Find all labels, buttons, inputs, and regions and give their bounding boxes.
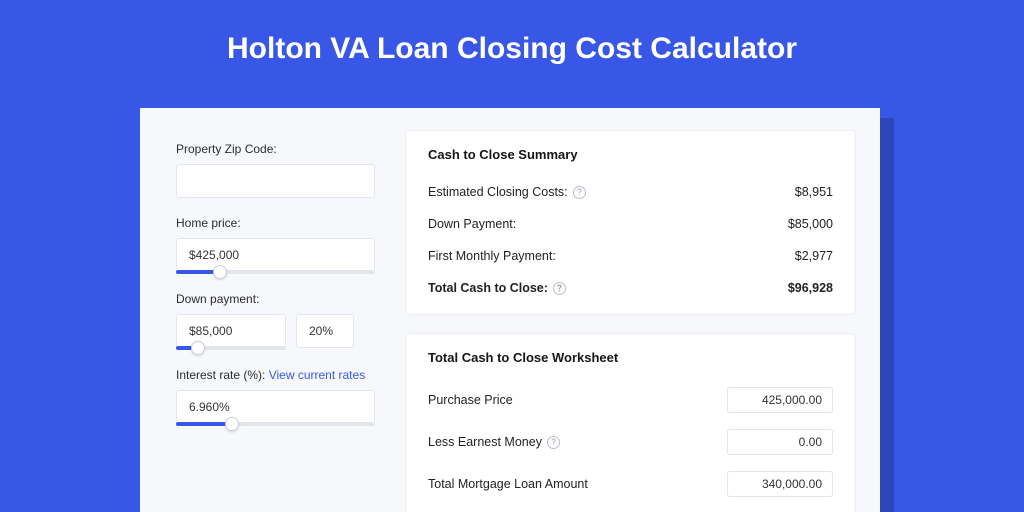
home-price-field: Home price: $425,000 <box>176 216 375 274</box>
summary-row-value: $8,951 <box>795 185 833 199</box>
interest-rate-label-text: Interest rate (%): <box>176 368 269 382</box>
view-rates-link[interactable]: View current rates <box>269 368 366 382</box>
home-price-slider[interactable] <box>176 270 375 274</box>
zip-field: Property Zip Code: <box>176 142 375 198</box>
summary-row-label: Down Payment: <box>428 217 516 231</box>
down-payment-slider-thumb[interactable] <box>191 341 205 355</box>
worksheet-row-label: Less Earnest Money <box>428 435 542 449</box>
summary-row-value: $85,000 <box>788 217 833 231</box>
worksheet-row-mortgage-amount: Total Mortgage Loan Amount 340,000.00 <box>428 463 833 505</box>
down-payment-slider[interactable] <box>176 346 286 350</box>
interest-rate-slider[interactable] <box>176 422 375 426</box>
summary-row-label: First Monthly Payment: <box>428 249 556 263</box>
worksheet-row-purchase-price: Purchase Price 425,000.00 <box>428 379 833 421</box>
home-price-input[interactable]: $425,000 <box>176 238 375 272</box>
summary-row-value: $96,928 <box>788 281 833 295</box>
help-icon[interactable]: ? <box>547 436 560 449</box>
summary-row-label: Estimated Closing Costs: <box>428 185 568 199</box>
summary-row-first-monthly: First Monthly Payment: $2,977 <box>428 240 833 272</box>
summary-title: Cash to Close Summary <box>428 147 833 162</box>
summary-row-value: $2,977 <box>795 249 833 263</box>
help-icon[interactable]: ? <box>573 186 586 199</box>
page-background: Holton VA Loan Closing Cost Calculator P… <box>0 0 1024 512</box>
interest-rate-field: Interest rate (%): View current rates 6.… <box>176 368 375 426</box>
worksheet-row-value[interactable]: 0.00 <box>727 429 833 455</box>
interest-rate-label: Interest rate (%): View current rates <box>176 368 375 382</box>
calculator-panel: Property Zip Code: Home price: $425,000 … <box>140 108 880 512</box>
interest-rate-slider-fill <box>176 422 232 426</box>
worksheet-row-earnest-money: Less Earnest Money ? 0.00 <box>428 421 833 463</box>
down-payment-pct-input[interactable]: 20% <box>296 314 354 348</box>
worksheet-card: Total Cash to Close Worksheet Purchase P… <box>405 333 856 512</box>
interest-rate-slider-thumb[interactable] <box>225 417 239 431</box>
summary-row-down-payment: Down Payment: $85,000 <box>428 208 833 240</box>
summary-row-label: Total Cash to Close: <box>428 281 548 295</box>
help-icon[interactable]: ? <box>553 282 566 295</box>
worksheet-row-label: Total Mortgage Loan Amount <box>428 477 588 491</box>
worksheet-row-second-mortgage: Total Second Mortgage Amount ? <box>428 505 833 512</box>
summary-card: Cash to Close Summary Estimated Closing … <box>405 130 856 315</box>
worksheet-row-value[interactable]: 340,000.00 <box>727 471 833 497</box>
down-payment-label: Down payment: <box>176 292 375 306</box>
summary-row-closing-costs: Estimated Closing Costs: ? $8,951 <box>428 176 833 208</box>
worksheet-row-value[interactable]: 425,000.00 <box>727 387 833 413</box>
zip-label: Property Zip Code: <box>176 142 375 156</box>
worksheet-row-label: Purchase Price <box>428 393 513 407</box>
down-payment-field: Down payment: $85,000 20% <box>176 292 375 350</box>
home-price-label: Home price: <box>176 216 375 230</box>
results-column: Cash to Close Summary Estimated Closing … <box>395 108 880 512</box>
summary-row-total: Total Cash to Close: ? $96,928 <box>428 272 833 304</box>
home-price-slider-thumb[interactable] <box>213 265 227 279</box>
inputs-column: Property Zip Code: Home price: $425,000 … <box>140 108 395 512</box>
worksheet-title: Total Cash to Close Worksheet <box>428 350 833 365</box>
interest-rate-input[interactable]: 6.960% <box>176 390 375 424</box>
zip-input[interactable] <box>176 164 375 198</box>
page-title: Holton VA Loan Closing Cost Calculator <box>0 32 1024 66</box>
